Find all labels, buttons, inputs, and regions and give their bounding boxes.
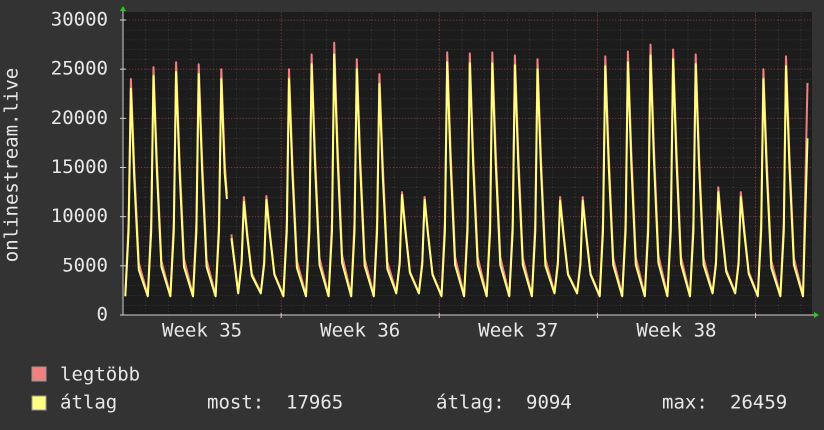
stat-value: 17965: [286, 392, 343, 414]
series-line: [124, 53, 809, 298]
y-tick-label: 30000: [51, 9, 108, 31]
legend-label: átlag: [60, 392, 117, 414]
stat-value: 9094: [526, 392, 572, 414]
y-tick-label: 0: [97, 304, 108, 326]
x-tick-label: Week 35: [162, 320, 242, 342]
stat-label: max:: [662, 392, 708, 414]
x-tick-label: Week 37: [478, 320, 558, 342]
y-arrow: [120, 6, 126, 11]
lines: [124, 41, 809, 298]
x-tick-label: Week 36: [320, 320, 400, 342]
stat-label: átlag:: [436, 392, 505, 414]
stat-value: 26459: [730, 392, 787, 414]
legend-swatch: [31, 366, 47, 382]
y-tick-label: 10000: [51, 205, 108, 227]
x-tick-label: Week 38: [636, 320, 716, 342]
y-tick-label: 15000: [51, 156, 108, 178]
legend-label: legtöbb: [60, 364, 140, 386]
x-arrow: [814, 312, 819, 318]
y-tick-label: 20000: [51, 107, 108, 129]
stat-label: most:: [207, 392, 264, 414]
y-tick-label: 25000: [51, 58, 108, 80]
y-tick-label: 5000: [62, 254, 108, 276]
y-axis-label: onlinestream.live: [1, 68, 23, 262]
legend-swatch: [31, 395, 47, 411]
